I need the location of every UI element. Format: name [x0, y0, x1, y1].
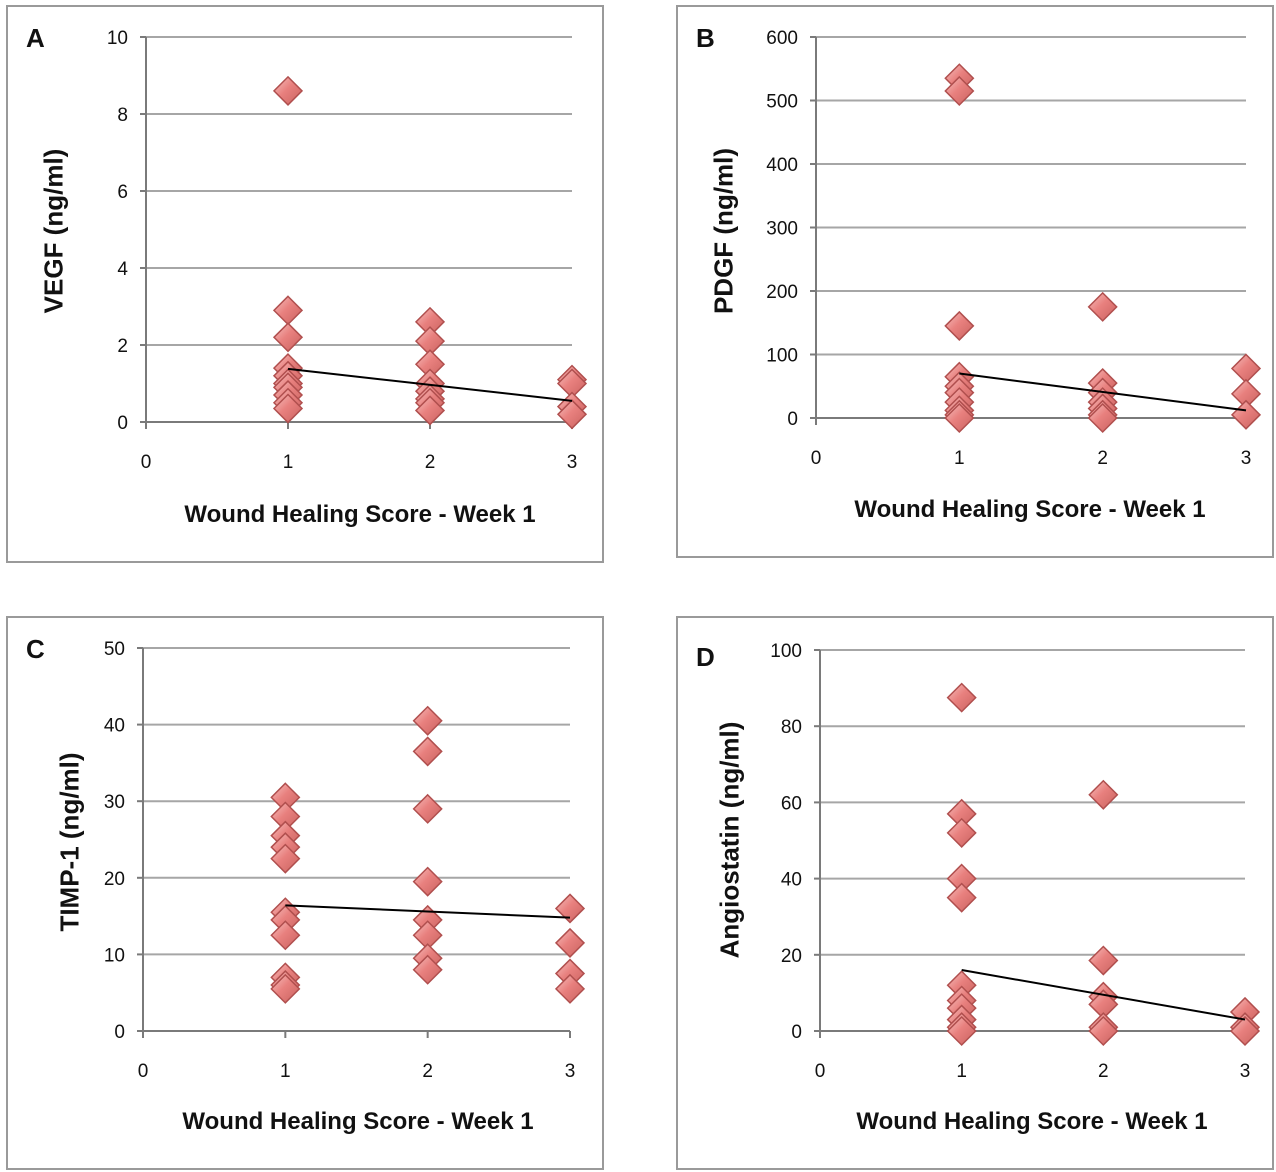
data-point-d-11 — [1088, 779, 1119, 810]
x-tick-label-b-3: 3 — [1241, 448, 1252, 469]
x-tick-label-d-0: 0 — [815, 1061, 826, 1082]
y-tick-label-a-3: 6 — [117, 182, 128, 203]
x-tick-label-b-2: 2 — [1097, 448, 1108, 469]
y-tick-label-b-1: 100 — [766, 346, 798, 367]
y-tick-label-a-0: 0 — [117, 413, 128, 434]
y-tick-label-a-5: 10 — [107, 28, 128, 49]
chart-b-svg: 0 100 200 300 400 500 600 0 1 2 3 — [766, 28, 1262, 469]
y-axis-label-c: TIMP-1 (ng/ml) — [54, 752, 85, 932]
y-tick-label-d-2: 40 — [781, 870, 802, 891]
y-tick-label-b-6: 600 — [766, 28, 798, 49]
chart-d-svg: 0 20 40 60 80 100 0 1 2 3 — [770, 641, 1261, 1082]
trendline-a — [287, 367, 573, 402]
y-tick-label-c-5: 50 — [104, 639, 125, 660]
data-point-b-2 — [944, 310, 975, 341]
data-point-a-17 — [414, 395, 446, 426]
y-tick-label-c-3: 30 — [104, 792, 125, 813]
data-point-a-9 — [272, 393, 304, 424]
data-point-c-7 — [270, 920, 301, 951]
trendline-d — [961, 969, 1246, 1021]
x-tick-label-a-2: 2 — [425, 452, 436, 473]
y-tick-label-c-1: 10 — [104, 945, 125, 966]
data-point-a-0 — [272, 75, 304, 106]
x-tick-label-c-1: 1 — [280, 1061, 291, 1082]
panel-c: 0 10 20 30 40 50 0 1 2 3 C TIMP-1 (ng/ml) Wound H… — [6, 616, 604, 1170]
data-point-b-17 — [1230, 353, 1262, 384]
data-point-d-19 — [1229, 1015, 1261, 1047]
data-point-c-4 — [270, 843, 301, 874]
data-point-d-4 — [946, 882, 977, 913]
data-point-d-10 — [946, 1015, 977, 1047]
data-point-d-0 — [946, 682, 977, 713]
x-tick-label-c-2: 2 — [422, 1061, 433, 1082]
y-tick-label-b-4: 400 — [766, 155, 798, 176]
x-tick-label-d-2: 2 — [1098, 1061, 1109, 1082]
y-tick-label-b-5: 500 — [766, 92, 798, 113]
y-tick-label-a-4: 8 — [117, 105, 128, 126]
x-tick-label-d-3: 3 — [1240, 1061, 1251, 1082]
y-tick-label-c-0: 0 — [114, 1022, 125, 1043]
x-axis-label-d: Wound Healing Score - Week 1 — [856, 1108, 1208, 1135]
data-point-c-20 — [554, 927, 586, 958]
data-point-c-12 — [412, 736, 443, 767]
x-axis-label-b: Wound Healing Score - Week 1 — [854, 496, 1206, 523]
panel-letter-a: A — [26, 23, 45, 53]
panel-b: 0 100 200 300 400 500 600 0 1 2 3 B PDGF (ng/ml) W… — [676, 5, 1274, 558]
x-tick-label-a-3: 3 — [567, 452, 578, 473]
data-point-d-16 — [1088, 1015, 1119, 1047]
x-axis-label-c: Wound Healing Score - Week 1 — [182, 1108, 534, 1135]
y-tick-label-c-2: 20 — [104, 869, 125, 890]
y-tick-label-d-1: 20 — [781, 946, 802, 967]
chart-a-svg: 0 2 4 6 8 10 0 1 2 3 — [107, 28, 588, 473]
y-tick-label-a-2: 4 — [117, 259, 128, 280]
data-point-b-16 — [1087, 402, 1118, 434]
y-tick-label-d-4: 80 — [781, 717, 802, 738]
y-tick-label-b-0: 0 — [787, 409, 798, 430]
x-axis-label-a: Wound Healing Score - Week 1 — [184, 501, 536, 528]
x-tick-label-a-1: 1 — [283, 452, 294, 473]
data-point-b-19 — [1230, 399, 1262, 430]
x-tick-label-c-3: 3 — [565, 1061, 576, 1082]
y-tick-label-d-3: 60 — [781, 793, 802, 814]
panel-a: 0 2 4 6 8 10 0 1 2 3 A VEGF (ng/ml) Wound Healing… — [6, 5, 604, 563]
y-tick-label-d-5: 100 — [770, 641, 802, 662]
data-point-c-18 — [412, 954, 443, 985]
trendline-c — [285, 904, 571, 919]
data-point-b-10 — [1087, 291, 1118, 322]
panel-letter-b: B — [696, 23, 715, 53]
panel-letter-d: D — [696, 642, 715, 672]
data-point-c-22 — [554, 973, 586, 1004]
data-point-c-14 — [412, 866, 443, 897]
trendline-b — [959, 372, 1247, 412]
data-point-c-13 — [412, 793, 443, 824]
data-point-b-9 — [944, 402, 975, 434]
y-tick-label-b-3: 300 — [766, 219, 798, 240]
x-tick-label-a-0: 0 — [141, 452, 152, 473]
data-point-c-11 — [412, 705, 443, 736]
y-axis-label-a: VEGF (ng/ml) — [38, 148, 69, 314]
y-axis-label-d: Angiostatin (ng/ml) — [714, 721, 745, 959]
data-point-d-2 — [946, 817, 977, 848]
data-point-c-19 — [554, 893, 586, 924]
y-axis-label-b: PDGF (ng/ml) — [708, 147, 739, 315]
y-tick-label-a-1: 2 — [117, 336, 128, 357]
data-point-d-12 — [1088, 945, 1119, 976]
data-point-a-21 — [556, 399, 588, 430]
x-tick-label-b-1: 1 — [954, 448, 965, 469]
data-point-a-2 — [272, 322, 304, 353]
chart-c-svg: 0 10 20 30 40 50 0 1 2 3 — [104, 639, 586, 1082]
panel-d: 0 20 40 60 80 100 0 1 2 3 D Angiostatin (ng/ml) W… — [676, 616, 1274, 1170]
y-tick-label-d-0: 0 — [791, 1022, 802, 1043]
y-tick-label-b-2: 200 — [766, 282, 798, 303]
x-tick-label-d-1: 1 — [956, 1061, 967, 1082]
data-point-a-1 — [272, 295, 304, 326]
x-tick-label-b-0: 0 — [811, 448, 822, 469]
data-point-c-10 — [270, 973, 301, 1004]
x-tick-label-c-0: 0 — [138, 1061, 149, 1082]
panel-letter-c: C — [26, 634, 45, 664]
data-point-b-1 — [944, 75, 975, 107]
y-tick-label-c-4: 40 — [104, 716, 125, 737]
